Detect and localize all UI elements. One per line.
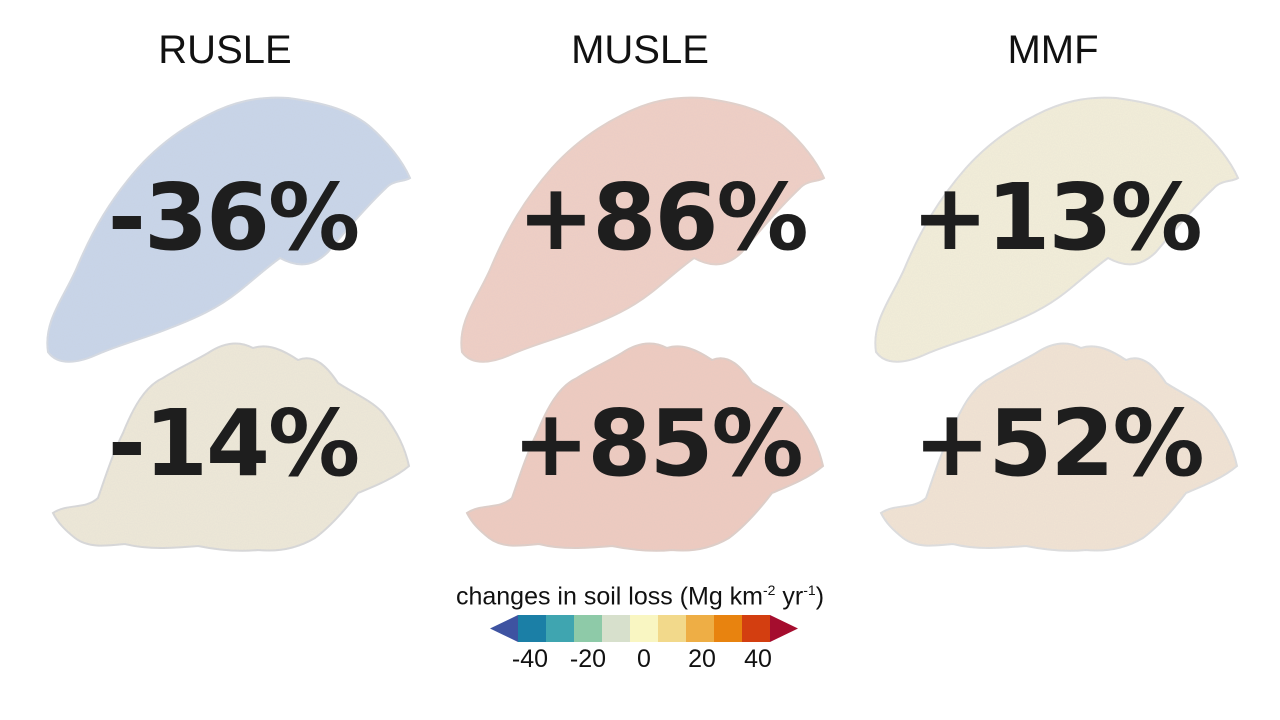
colorbar: [490, 615, 798, 642]
colorbar-swatch: [518, 615, 546, 642]
mmf-lower-change: +52%: [913, 390, 1204, 497]
legend-tick: -20: [569, 645, 607, 673]
legend-title: changes in soil loss (Mg km-2 yr-1): [455, 582, 825, 611]
title-musle: MUSLE: [571, 28, 709, 72]
colorbar-swatch: [630, 615, 658, 642]
legend-tick: 20: [688, 645, 716, 673]
legend-tick: 40: [744, 645, 772, 673]
title-rusle: RUSLE: [158, 28, 292, 72]
legend-tick: -40: [511, 645, 549, 673]
musle-upper-change: +86%: [517, 164, 808, 271]
colorbar-arrow-low: [490, 615, 518, 642]
mmf-upper-change: +13%: [911, 164, 1202, 271]
colorbar-swatch: [602, 615, 630, 642]
colorbar-arrow-high: [770, 615, 798, 642]
colorbar-swatch: [546, 615, 574, 642]
musle-lower-change: +85%: [512, 390, 803, 497]
colorbar-swatch: [714, 615, 742, 642]
colorbar-swatch: [686, 615, 714, 642]
colorbar-swatch: [742, 615, 770, 642]
rusle-upper-change: -36%: [107, 164, 360, 271]
colorbar-swatch: [574, 615, 602, 642]
legend-tick: 0: [637, 645, 651, 673]
colorbar-swatch: [658, 615, 686, 642]
title-mmf: MMF: [1007, 28, 1099, 72]
rusle-lower-change: -14%: [107, 390, 360, 497]
